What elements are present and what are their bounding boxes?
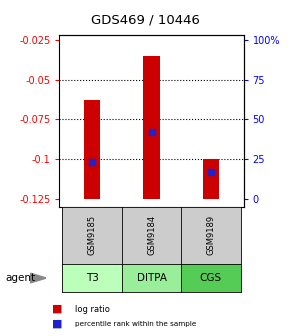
Text: GSM9185: GSM9185 (88, 215, 97, 255)
Bar (143, 56, 160, 199)
Text: GSM9184: GSM9184 (147, 215, 156, 255)
Text: DITPA: DITPA (137, 273, 166, 283)
Polygon shape (30, 273, 46, 283)
Text: ■: ■ (52, 319, 63, 329)
Text: ■: ■ (52, 304, 63, 314)
Text: percentile rank within the sample: percentile rank within the sample (75, 321, 197, 327)
Bar (84, 100, 100, 199)
Text: CGS: CGS (200, 273, 222, 283)
Text: log ratio: log ratio (75, 305, 110, 313)
Bar (203, 159, 219, 199)
Text: T3: T3 (86, 273, 99, 283)
Text: GSM9189: GSM9189 (206, 215, 215, 255)
Text: agent: agent (6, 273, 36, 283)
Text: GDS469 / 10446: GDS469 / 10446 (90, 13, 200, 27)
